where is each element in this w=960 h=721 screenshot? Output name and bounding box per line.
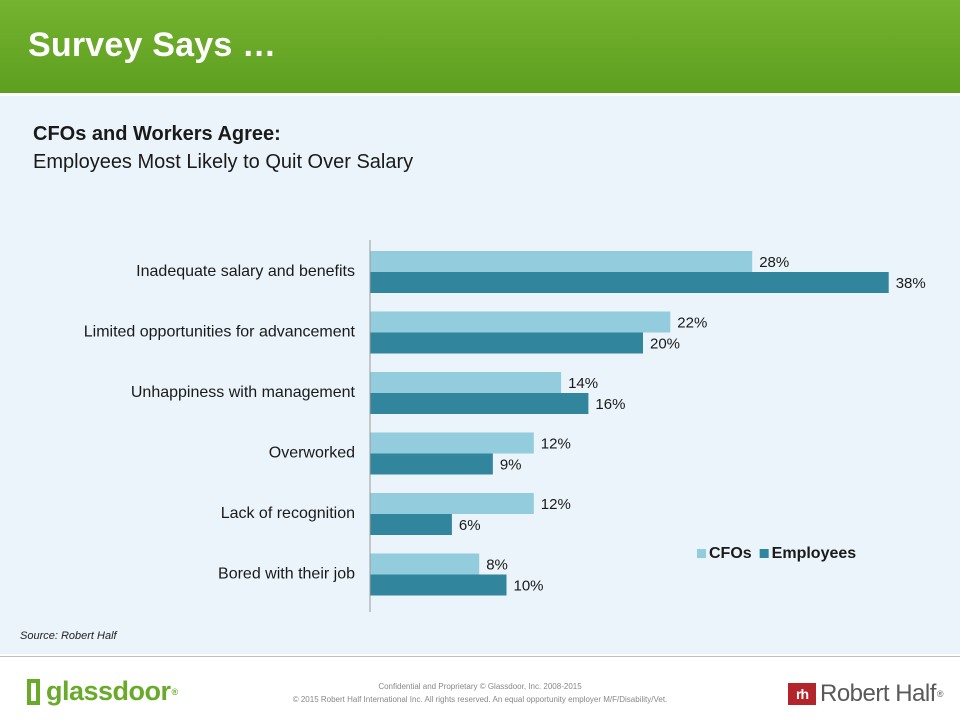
category-label: Lack of recognition bbox=[221, 505, 355, 522]
data-label: 10% bbox=[514, 578, 544, 595]
robert-half-wordmark: Robert Half bbox=[820, 680, 936, 707]
copyright-notice: © 2015 Robert Half International Inc. Al… bbox=[292, 695, 668, 704]
robert-half-logo: rh Robert Half ® bbox=[788, 680, 944, 708]
data-label: 38% bbox=[896, 275, 926, 292]
data-label: 28% bbox=[759, 254, 789, 271]
footer-legal: Confidential and Proprietary © Glassdoor… bbox=[230, 680, 730, 706]
glassdoor-wordmark: glassdoor bbox=[46, 676, 171, 706]
bar-employees bbox=[370, 514, 452, 535]
bar-employees bbox=[370, 574, 507, 596]
title-bar: Survey Says … bbox=[0, 0, 960, 93]
registered-mark: ® bbox=[171, 686, 179, 697]
bar-cfos bbox=[370, 372, 562, 393]
chart-subtitle-heading: CFOs and Workers Agree: bbox=[33, 123, 281, 145]
category-label: Unhappiness with management bbox=[131, 384, 356, 401]
bar-cfos bbox=[370, 311, 671, 333]
data-label: 8% bbox=[486, 557, 508, 574]
legend-swatch-cfos bbox=[697, 549, 706, 558]
data-label: 6% bbox=[459, 517, 481, 534]
category-label: Inadequate salary and benefits bbox=[136, 263, 355, 280]
data-label: 9% bbox=[500, 457, 522, 474]
category-label: Overworked bbox=[269, 445, 355, 462]
bar-employees bbox=[370, 453, 493, 475]
robert-half-mark-icon: rh bbox=[788, 683, 816, 705]
category-label: Bored with their job bbox=[218, 566, 355, 583]
bar-employees bbox=[370, 332, 643, 354]
glassdoor-door-icon bbox=[27, 678, 40, 705]
data-label: 20% bbox=[650, 336, 680, 353]
data-label: 22% bbox=[677, 315, 707, 332]
data-label: 12% bbox=[541, 436, 571, 453]
category-label: Limited opportunities for advancement bbox=[84, 324, 356, 341]
glassdoor-logo: glassdoor ® bbox=[24, 676, 178, 707]
bar-chart: Inadequate salary and benefits 28% 38% Limi… bbox=[84, 240, 926, 612]
chart-subtitle: Employees Most Likely to Quit Over Salar… bbox=[33, 151, 414, 173]
bar-cfos bbox=[370, 493, 534, 514]
data-label: 12% bbox=[541, 496, 571, 513]
confidential-notice: Confidential and Proprietary © Glassdoor… bbox=[378, 682, 582, 691]
page-title: Survey Says … bbox=[28, 26, 277, 64]
bar-cfos bbox=[370, 432, 534, 454]
data-label: 14% bbox=[568, 375, 598, 392]
registered-mark: ® bbox=[936, 689, 944, 699]
bar-employees bbox=[370, 393, 589, 414]
data-label: 16% bbox=[595, 396, 625, 413]
bar-cfos bbox=[370, 251, 753, 272]
bar-employees bbox=[370, 272, 889, 293]
legend-swatch-employees bbox=[759, 549, 769, 558]
source-note: Source: Robert Half bbox=[20, 630, 117, 642]
bar-cfos bbox=[370, 553, 480, 575]
legend-label: CFOs bbox=[709, 545, 752, 562]
legend-label: Employees bbox=[772, 545, 857, 562]
